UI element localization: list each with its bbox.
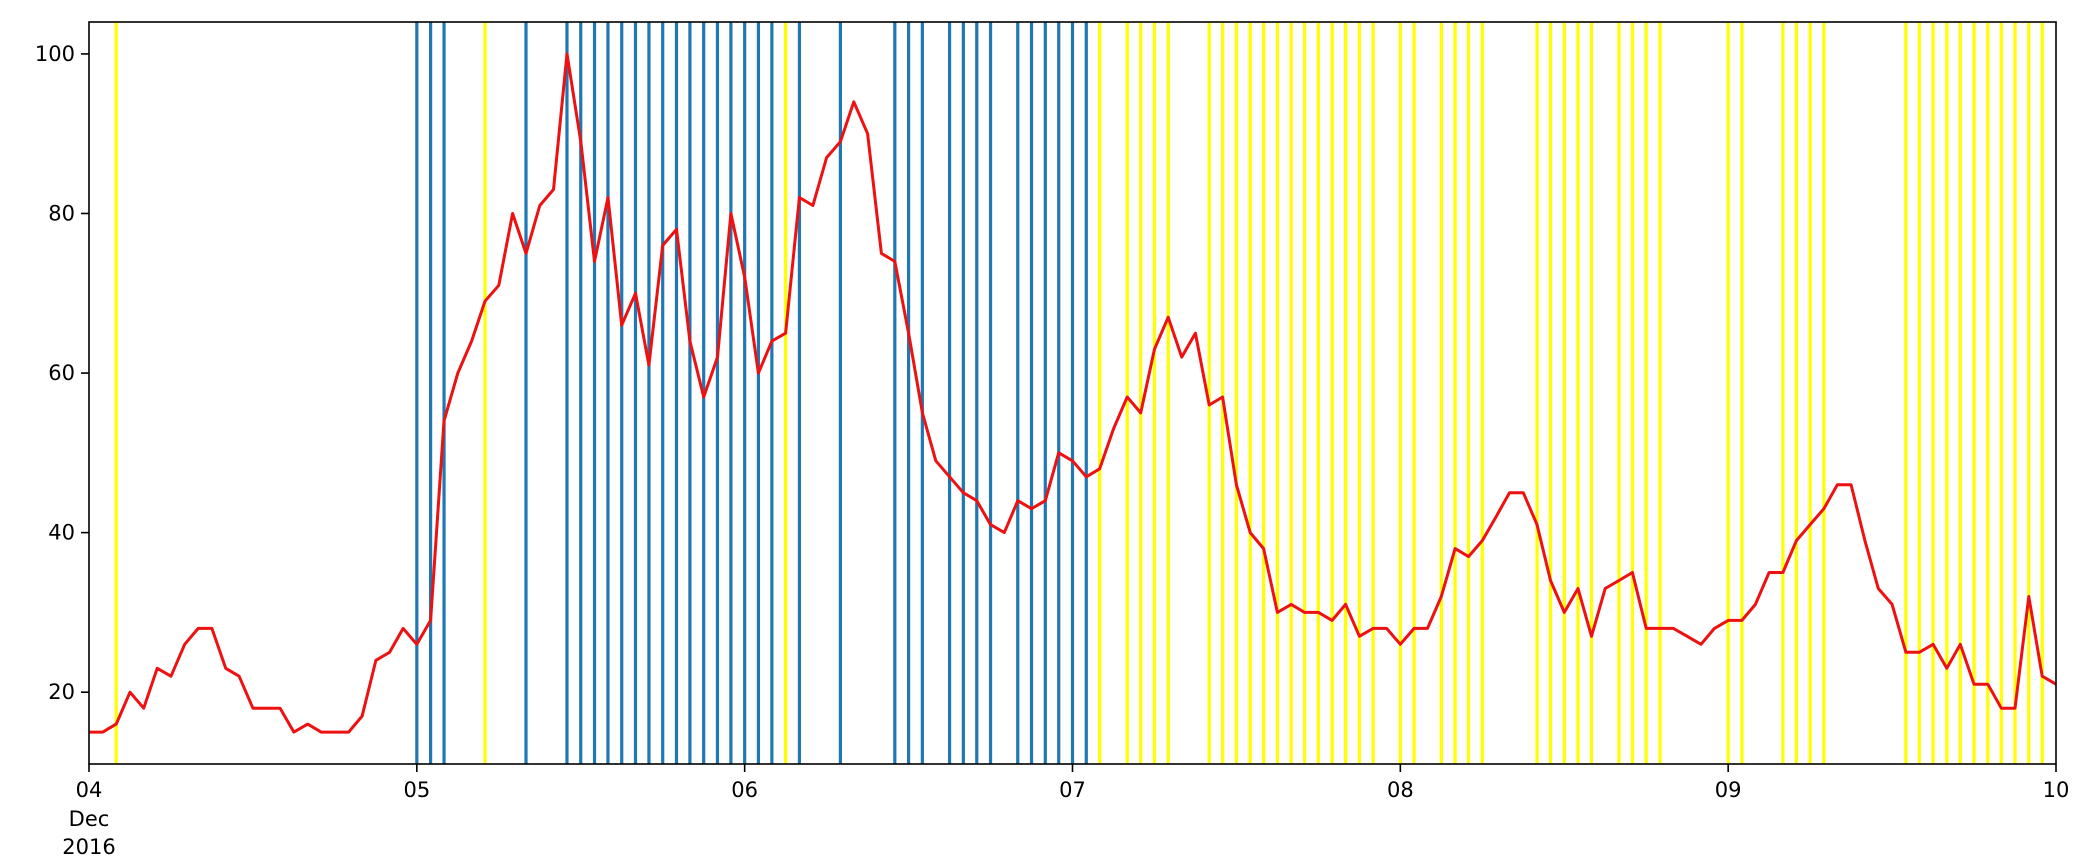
x-tick-label-4: 08	[1387, 778, 1414, 802]
x-tick-sublabel-0-1: 2016	[62, 835, 115, 859]
x-tick-label-3: 07	[1059, 778, 1086, 802]
y-tick-label-1: 40	[48, 521, 75, 545]
x-tick-label-0: 04	[76, 778, 103, 802]
series-line-0	[89, 52, 2057, 734]
series-layer	[89, 52, 2057, 734]
x-tick-label-1: 05	[403, 778, 430, 802]
event-lines	[114, 22, 2044, 764]
y-tick-label-3: 80	[48, 201, 75, 225]
x-tick-label-5: 09	[1715, 778, 1742, 802]
x-tick-label-2: 06	[731, 778, 758, 802]
y-axis: 20 40 60 80 100	[35, 42, 89, 704]
y-tick-label-2: 60	[48, 361, 75, 385]
x-tick-label-6: 10	[2043, 778, 2070, 802]
x-axis: 04 Dec 2016 05 06 07 08 09 10	[62, 764, 2069, 859]
y-tick-label-4: 100	[35, 42, 75, 66]
y-tick-label-0: 20	[48, 680, 75, 704]
x-tick-sublabel-0-0: Dec	[69, 807, 110, 831]
